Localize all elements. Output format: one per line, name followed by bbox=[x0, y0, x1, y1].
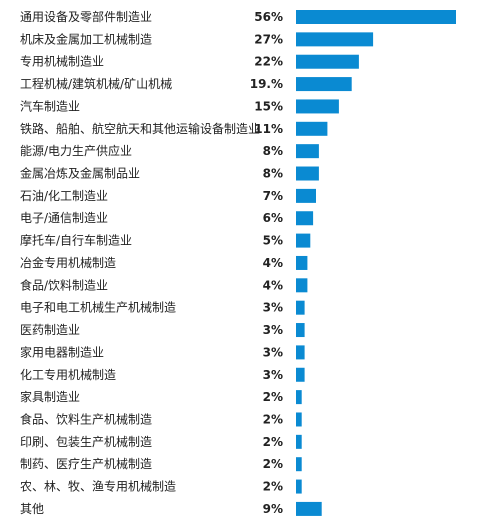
value-label: 15% bbox=[254, 99, 283, 113]
value-label: 3% bbox=[263, 301, 283, 315]
value-label: 3% bbox=[263, 345, 283, 359]
category-label: 工程机械/建筑机械/矿山机械 bbox=[20, 76, 172, 91]
value-label: 2% bbox=[263, 390, 283, 404]
bar bbox=[296, 501, 322, 516]
value-label: 2% bbox=[263, 457, 283, 471]
bar bbox=[296, 390, 302, 405]
value-label: 6% bbox=[263, 211, 283, 225]
category-label: 能源/电力生产供应业 bbox=[20, 143, 132, 158]
category-label: 机床及金属加工机械制造 bbox=[20, 31, 152, 46]
category-label: 铁路、船舶、航空航天和其他运输设备制造业 bbox=[20, 121, 260, 136]
value-label: 8% bbox=[263, 144, 283, 158]
bar bbox=[296, 77, 352, 92]
category-label: 家具制造业 bbox=[20, 389, 80, 404]
bar bbox=[296, 233, 311, 248]
value-label: 9% bbox=[263, 502, 283, 516]
bar bbox=[296, 434, 302, 449]
bar bbox=[296, 188, 316, 203]
category-label: 电子和电工机械生产机械制造 bbox=[20, 300, 176, 315]
value-label: 2% bbox=[263, 435, 283, 449]
value-label: 7% bbox=[263, 189, 283, 203]
category-label: 石油/化工制造业 bbox=[20, 189, 108, 203]
category-label: 冶金专用机械制造 bbox=[20, 255, 116, 270]
bar bbox=[296, 32, 374, 47]
value-label: 22% bbox=[254, 55, 283, 69]
bars bbox=[296, 10, 456, 516]
bar bbox=[296, 10, 456, 24]
category-label: 其他 bbox=[20, 502, 44, 516]
category-label: 电子/通信制造业 bbox=[20, 211, 108, 225]
bar bbox=[296, 255, 308, 270]
value-label: 4% bbox=[263, 278, 283, 292]
value-label: 3% bbox=[263, 368, 283, 382]
value-label: 5% bbox=[263, 234, 283, 248]
category-label: 汽车制造业 bbox=[20, 98, 80, 113]
bar bbox=[296, 121, 328, 136]
bar bbox=[296, 166, 319, 181]
bar bbox=[296, 144, 319, 159]
category-label: 化工专用机械制造 bbox=[20, 367, 116, 382]
value-label: 8% bbox=[263, 167, 283, 181]
value-label: 27% bbox=[254, 32, 283, 46]
bar bbox=[296, 300, 305, 315]
value-label: 4% bbox=[263, 256, 283, 270]
bar bbox=[296, 211, 314, 226]
value-label: 2% bbox=[263, 412, 283, 426]
bar bbox=[296, 345, 305, 360]
bar bbox=[296, 457, 302, 472]
bar bbox=[296, 278, 308, 293]
value-label: 56% bbox=[254, 10, 283, 24]
category-label: 制药、医疗生产机械制造 bbox=[20, 456, 152, 471]
value-label: 11% bbox=[254, 122, 283, 136]
value-label: 2% bbox=[263, 480, 283, 494]
bar bbox=[296, 99, 339, 114]
category-labels: 通用设备及零部件制造业机床及金属加工机械制造专用机械制造业工程机械/建筑机械/矿… bbox=[20, 9, 260, 516]
bar bbox=[296, 367, 305, 382]
bar bbox=[296, 54, 359, 69]
value-label: 3% bbox=[263, 323, 283, 337]
category-label: 农、林、牧、渔专用机械制造 bbox=[20, 479, 176, 494]
category-label: 食品、饮料生产机械制造 bbox=[20, 411, 152, 426]
bar bbox=[296, 479, 302, 494]
bar bbox=[296, 412, 302, 427]
category-label: 金属冶炼及金属制品业 bbox=[20, 166, 140, 181]
category-label: 通用设备及零部件制造业 bbox=[20, 9, 152, 24]
category-label: 医药制造业 bbox=[20, 323, 80, 337]
category-label: 食品/饮料制造业 bbox=[20, 277, 108, 292]
value-labels: 56% 27% 22% 19.% 15% 11% 8% 8% 7% 6% 5% 4% 4% 3% 3% 3% 3… bbox=[250, 10, 283, 516]
category-label: 家用电器制造业 bbox=[20, 344, 104, 359]
category-label: 专用机械制造业 bbox=[20, 54, 104, 69]
category-label: 摩托车/自行车制造业 bbox=[20, 233, 132, 248]
category-label: 印刷、包装生产机械制造 bbox=[20, 434, 152, 449]
value-label: 19.% bbox=[250, 77, 283, 91]
bar bbox=[296, 323, 305, 338]
